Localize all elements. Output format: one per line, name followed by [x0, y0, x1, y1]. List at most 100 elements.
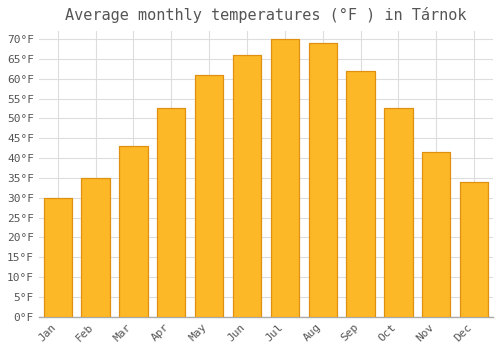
Bar [260, 55, 261, 317]
Bar [165, 108, 166, 317]
Bar [258, 55, 259, 317]
Bar [195, 75, 196, 317]
Bar [177, 108, 178, 317]
Bar [56, 198, 57, 317]
Bar [234, 55, 235, 317]
Bar [46, 198, 47, 317]
Bar [257, 55, 258, 317]
Bar [325, 43, 326, 317]
Bar [395, 108, 396, 317]
Bar [220, 75, 221, 317]
Bar [449, 152, 450, 317]
Bar [279, 39, 280, 317]
Bar [280, 39, 281, 317]
Bar [127, 146, 128, 317]
Bar [214, 75, 215, 317]
Bar [201, 75, 202, 317]
Bar [384, 108, 412, 317]
Bar [477, 182, 478, 317]
Bar [445, 152, 446, 317]
Bar [386, 108, 387, 317]
Bar [348, 71, 349, 317]
Bar [169, 108, 170, 317]
Bar [243, 55, 244, 317]
Bar [238, 55, 239, 317]
Bar [388, 108, 389, 317]
Bar [126, 146, 127, 317]
Bar [291, 39, 292, 317]
Bar [432, 152, 433, 317]
Bar [58, 198, 59, 317]
Bar [361, 71, 362, 317]
Bar [140, 146, 141, 317]
Bar [123, 146, 124, 317]
Bar [270, 39, 299, 317]
Bar [443, 152, 444, 317]
Bar [368, 71, 369, 317]
Bar [134, 146, 135, 317]
Bar [390, 108, 391, 317]
Bar [102, 178, 103, 317]
Bar [309, 43, 310, 317]
Bar [315, 43, 316, 317]
Bar [95, 178, 96, 317]
Bar [159, 108, 160, 317]
Bar [480, 182, 481, 317]
Bar [240, 55, 241, 317]
Bar [358, 71, 359, 317]
Bar [460, 182, 488, 317]
Bar [55, 198, 56, 317]
Bar [293, 39, 294, 317]
Bar [474, 182, 476, 317]
Bar [275, 39, 276, 317]
Bar [423, 152, 424, 317]
Bar [82, 178, 83, 317]
Bar [90, 178, 91, 317]
Bar [48, 198, 49, 317]
Bar [185, 108, 186, 317]
Bar [351, 71, 352, 317]
Bar [143, 146, 144, 317]
Bar [461, 182, 462, 317]
Bar [288, 39, 289, 317]
Bar [324, 43, 325, 317]
Bar [158, 108, 159, 317]
Bar [310, 43, 311, 317]
Bar [233, 55, 261, 317]
Bar [367, 71, 368, 317]
Bar [405, 108, 406, 317]
Bar [84, 178, 85, 317]
Bar [198, 75, 199, 317]
Bar [44, 198, 45, 317]
Bar [447, 152, 448, 317]
Bar [49, 198, 50, 317]
Bar [222, 75, 223, 317]
Bar [141, 146, 142, 317]
Bar [173, 108, 174, 317]
Bar [53, 198, 54, 317]
Bar [429, 152, 430, 317]
Bar [441, 152, 442, 317]
Bar [205, 75, 206, 317]
Bar [374, 71, 375, 317]
Bar [65, 198, 66, 317]
Bar [204, 75, 205, 317]
Bar [287, 39, 288, 317]
Bar [370, 71, 371, 317]
Bar [218, 75, 219, 317]
Bar [172, 108, 173, 317]
Bar [136, 146, 137, 317]
Bar [202, 75, 203, 317]
Bar [96, 178, 98, 317]
Bar [60, 198, 61, 317]
Bar [424, 152, 425, 317]
Bar [119, 146, 120, 317]
Bar [180, 108, 181, 317]
Bar [254, 55, 255, 317]
Bar [109, 178, 110, 317]
Bar [448, 152, 449, 317]
Bar [236, 55, 237, 317]
Bar [487, 182, 488, 317]
Bar [333, 43, 334, 317]
Bar [52, 198, 53, 317]
